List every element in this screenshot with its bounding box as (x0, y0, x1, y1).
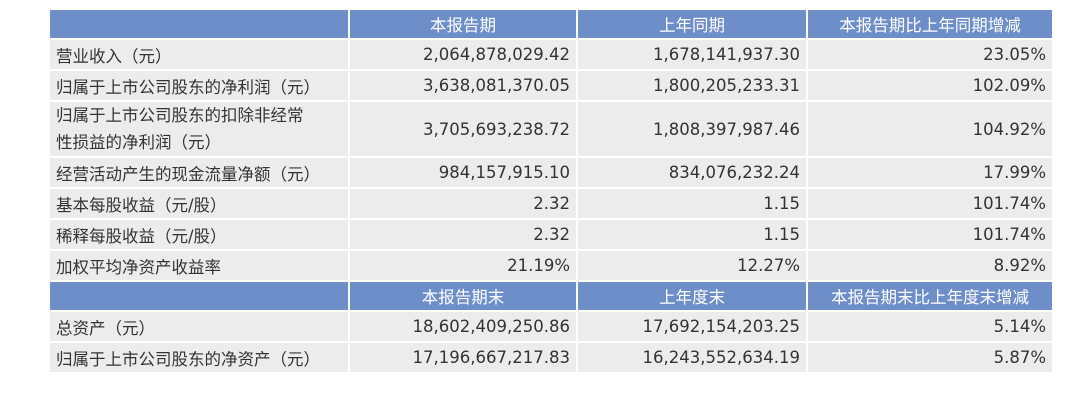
row-label: 加权平均净资产收益率 (50, 251, 348, 280)
value-cell: 984,157,915.10 (350, 158, 576, 187)
header-cell (50, 282, 348, 310)
value-cell: 5.14% (808, 312, 1052, 341)
row-label: 营业收入（元） (50, 40, 348, 69)
data-row: 归属于上市公司股东的扣除非经常 性损益的净利润（元） 3,705,693,238.7… (50, 102, 1052, 156)
header-cell: 本报告期比上年同期增减 (808, 10, 1052, 38)
header-cell: 本报告期末 (350, 282, 576, 310)
label-line: 性损益的净利润（元） (56, 133, 221, 152)
header-cell (50, 10, 348, 38)
value-cell: 104.92% (808, 102, 1052, 156)
header-cell: 上年同期 (578, 10, 806, 38)
value-cell: 1,808,397,987.46 (578, 102, 806, 156)
header-row: 本报告期 上年同期 本报告期比上年同期增减 (50, 10, 1052, 38)
header-cell: 本报告期 (350, 10, 576, 38)
value-cell: 102.09% (808, 71, 1052, 100)
value-cell: 8.92% (808, 251, 1052, 280)
label-line: 总资产（元） (56, 318, 155, 338)
header-cell: 本报告期末比上年度末增减 (808, 282, 1052, 310)
value-cell: 2,064,878,029.42 (350, 40, 576, 69)
value-cell: 101.74% (808, 189, 1052, 218)
data-row: 加权平均净资产收益率 21.19% 12.27% 8.92% (50, 251, 1052, 280)
value-cell: 5.87% (808, 343, 1052, 372)
row-label: 归属于上市公司股东的扣除非经常 性损益的净利润（元） (50, 102, 348, 156)
label-line: 经营活动产生的现金流量净额（元） (56, 164, 320, 184)
row-label: 经营活动产生的现金流量净额（元） (50, 158, 348, 187)
value-cell: 834,076,232.24 (578, 158, 806, 187)
label-line: 归属于上市公司股东的净利润（元） (56, 77, 320, 97)
label-line: 基本每股收益（元/股） (56, 195, 227, 215)
table-body: 本报告期 上年同期 本报告期比上年同期增减营业收入（元） 2,064,878,029.… (50, 10, 1052, 372)
label-line: 加权平均净资产收益率 (56, 257, 221, 277)
header-row: 本报告期末 上年度末 本报告期末比上年度末增减 (50, 282, 1052, 310)
data-row: 营业收入（元） 2,064,878,029.42 1,678,141,937.30 2… (50, 40, 1052, 69)
data-row: 基本每股收益（元/股） 2.32 1.15 101.74% (50, 189, 1052, 218)
data-row: 归属于上市公司股东的净资产（元） 17,196,667,217.83 16,243,… (50, 343, 1052, 372)
data-row: 稀释每股收益（元/股） 2.32 1.15 101.74% (50, 220, 1052, 249)
label-line: 归属于上市公司股东的扣除非经常 (56, 106, 304, 125)
data-row: 总资产（元） 18,602,409,250.86 17,692,154,203.25… (50, 312, 1052, 341)
label-line: 稀释每股收益（元/股） (56, 226, 227, 246)
header-cell: 上年度末 (578, 282, 806, 310)
value-cell: 101.74% (808, 220, 1052, 249)
value-cell: 18,602,409,250.86 (350, 312, 576, 341)
value-cell: 17.99% (808, 158, 1052, 187)
table-wrap: 本报告期 上年同期 本报告期比上年同期增减营业收入（元） 2,064,878,029.… (48, 8, 1054, 374)
value-cell: 23.05% (808, 40, 1052, 69)
data-row: 归属于上市公司股东的净利润（元） 3,638,081,370.05 1,800,20… (50, 71, 1052, 100)
value-cell: 1,800,205,233.31 (578, 71, 806, 100)
value-cell: 3,705,693,238.72 (350, 102, 576, 156)
row-label: 基本每股收益（元/股） (50, 189, 348, 218)
value-cell: 1.15 (578, 189, 806, 218)
value-cell: 21.19% (350, 251, 576, 280)
value-cell: 1,678,141,937.30 (578, 40, 806, 69)
row-label: 总资产（元） (50, 312, 348, 341)
row-label: 稀释每股收益（元/股） (50, 220, 348, 249)
financial-table: 本报告期 上年同期 本报告期比上年同期增减营业收入（元） 2,064,878,029.… (48, 8, 1054, 374)
value-cell: 3,638,081,370.05 (350, 71, 576, 100)
value-cell: 1.15 (578, 220, 806, 249)
value-cell: 16,243,552,634.19 (578, 343, 806, 372)
value-cell: 2.32 (350, 220, 576, 249)
row-label: 归属于上市公司股东的净资产（元） (50, 343, 348, 372)
value-cell: 12.27% (578, 251, 806, 280)
value-cell: 17,196,667,217.83 (350, 343, 576, 372)
value-cell: 17,692,154,203.25 (578, 312, 806, 341)
value-cell: 2.32 (350, 189, 576, 218)
label-line: 归属于上市公司股东的净资产（元） (56, 349, 320, 369)
data-row: 经营活动产生的现金流量净额（元） 984,157,915.10 834,076,23… (50, 158, 1052, 187)
label-line: 营业收入（元） (56, 46, 172, 66)
row-label: 归属于上市公司股东的净利润（元） (50, 71, 348, 100)
